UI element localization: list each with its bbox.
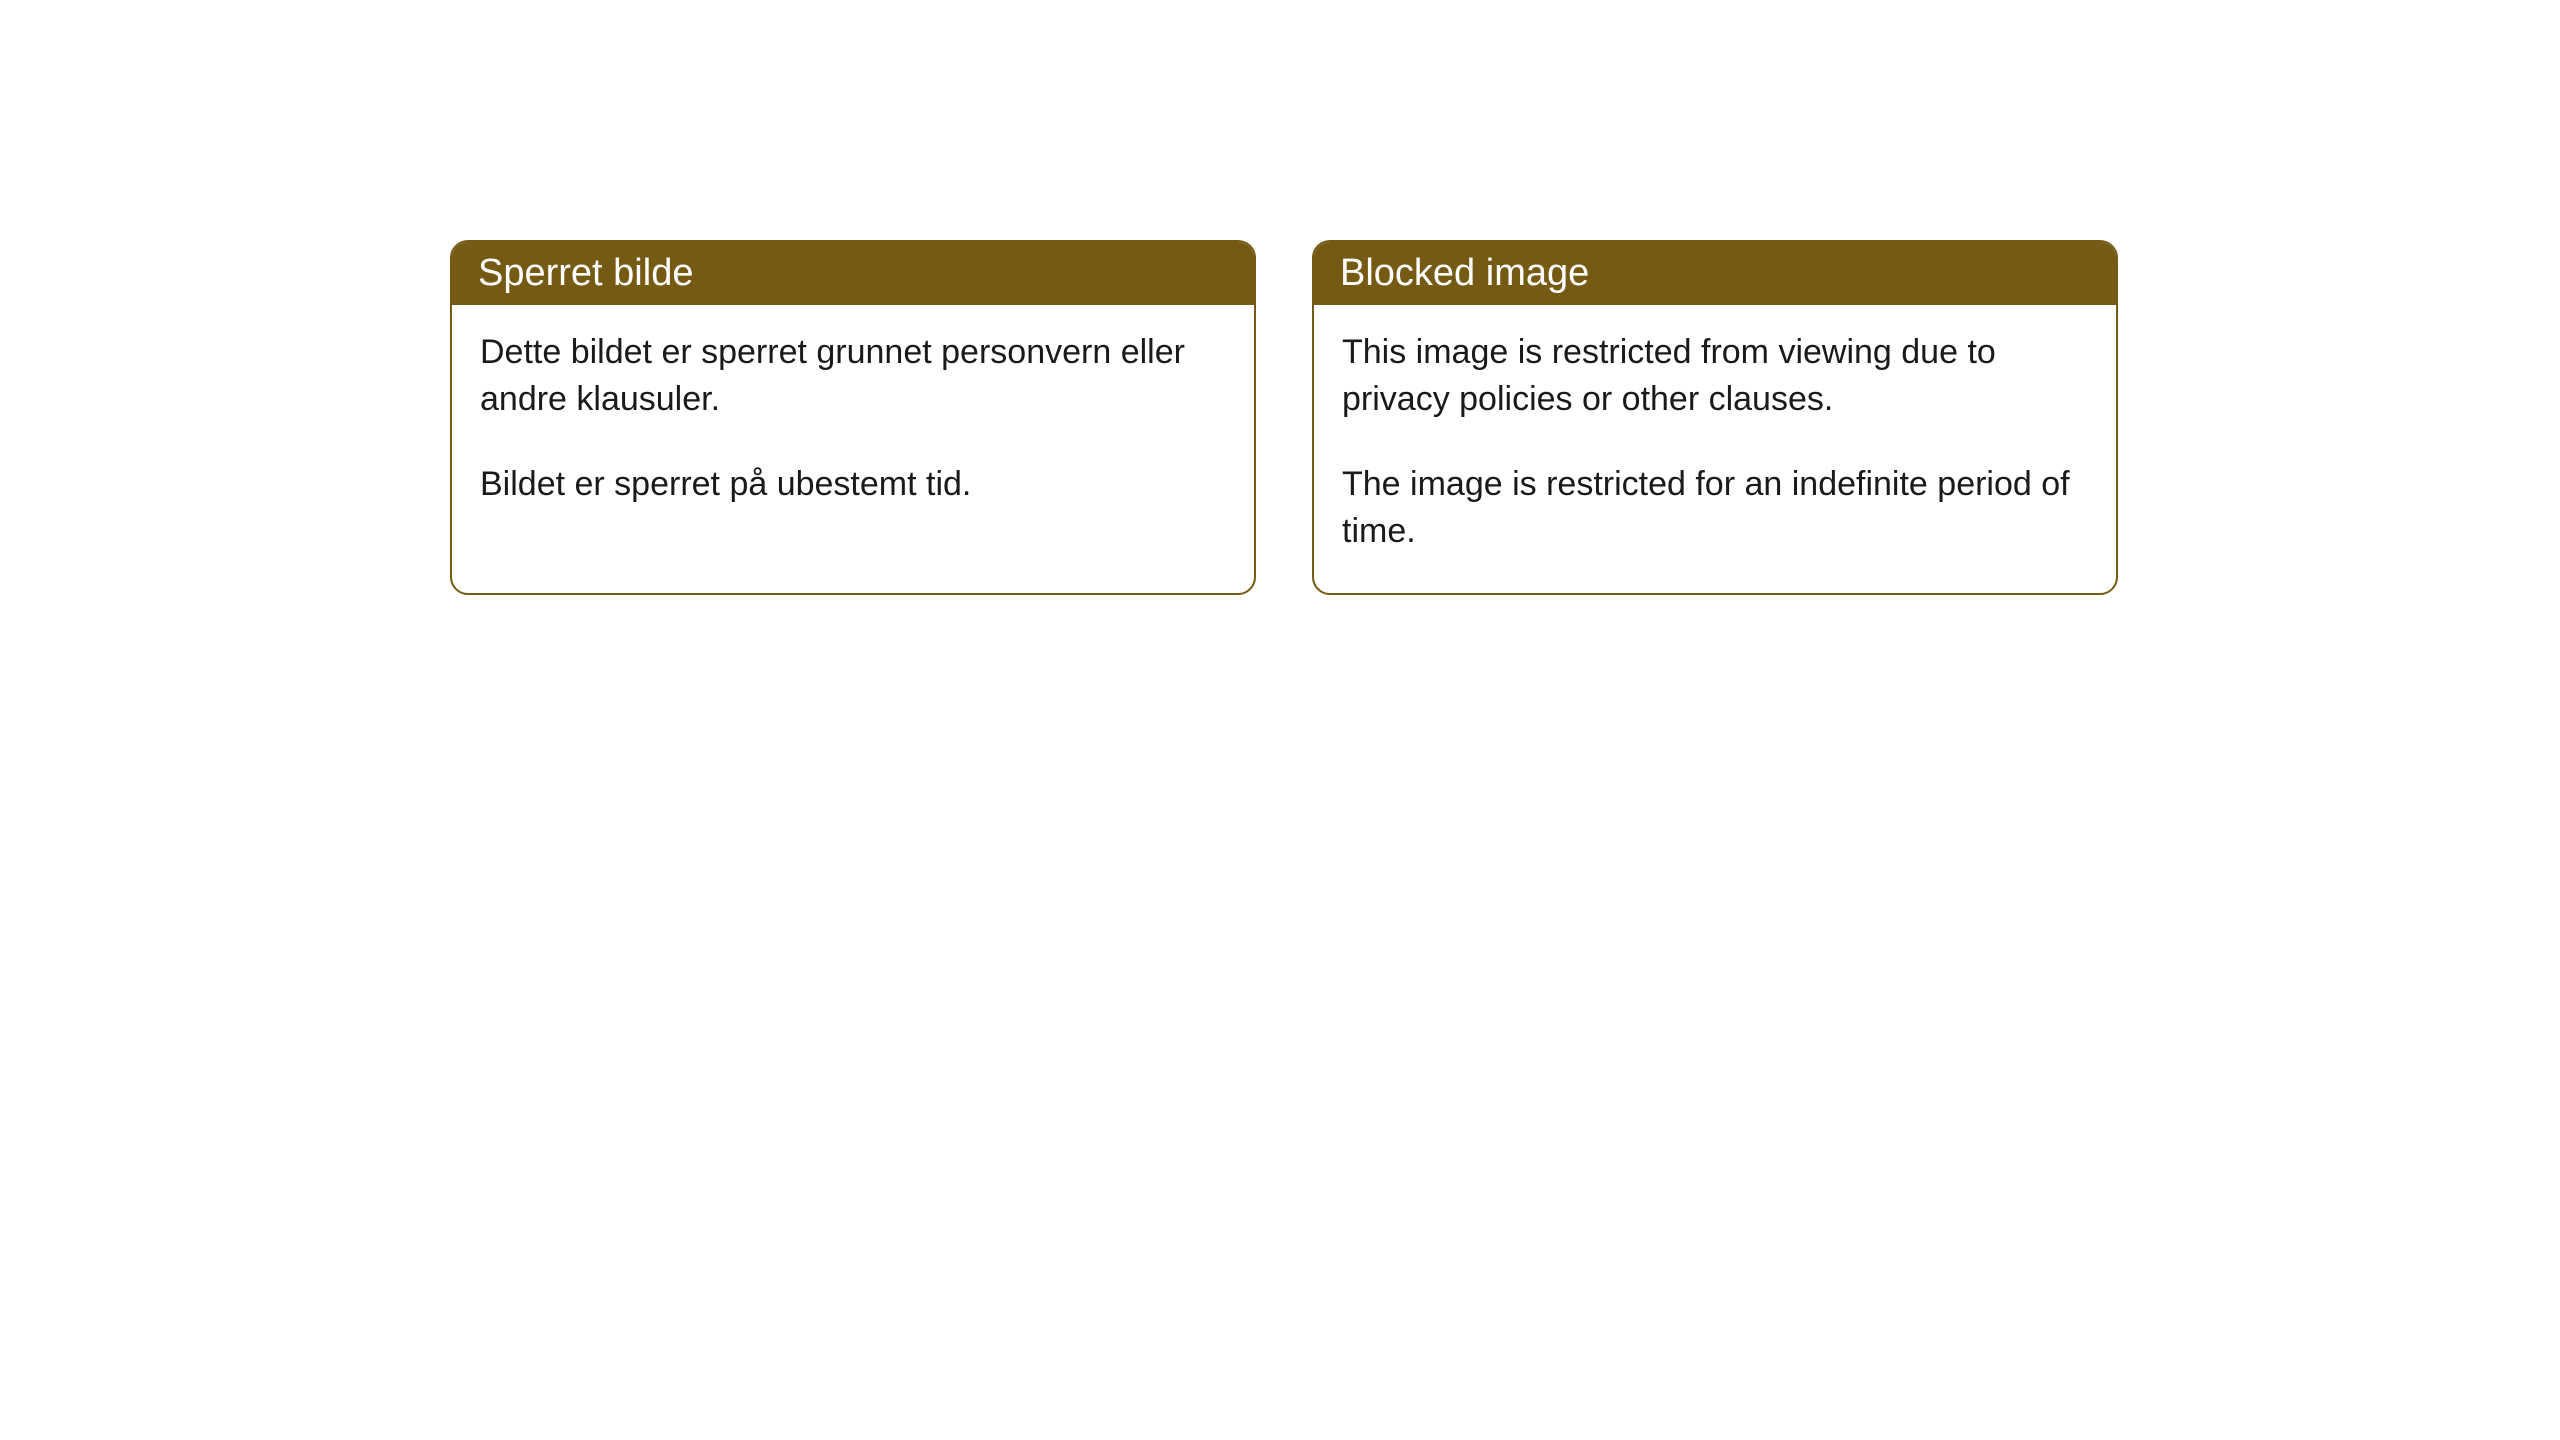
card-text-line: This image is restricted from viewing du… [1342, 329, 2088, 423]
card-body: This image is restricted from viewing du… [1314, 305, 2116, 593]
card-text-line: Dette bildet er sperret grunnet personve… [480, 329, 1226, 423]
card-header: Sperret bilde [452, 242, 1254, 305]
notice-cards-container: Sperret bilde Dette bildet er sperret gr… [0, 0, 2560, 595]
blocked-image-card-no: Sperret bilde Dette bildet er sperret gr… [450, 240, 1256, 595]
card-header: Blocked image [1314, 242, 2116, 305]
blocked-image-card-en: Blocked image This image is restricted f… [1312, 240, 2118, 595]
card-body: Dette bildet er sperret grunnet personve… [452, 305, 1254, 546]
card-text-line: Bildet er sperret på ubestemt tid. [480, 461, 1226, 508]
card-text-line: The image is restricted for an indefinit… [1342, 461, 2088, 555]
